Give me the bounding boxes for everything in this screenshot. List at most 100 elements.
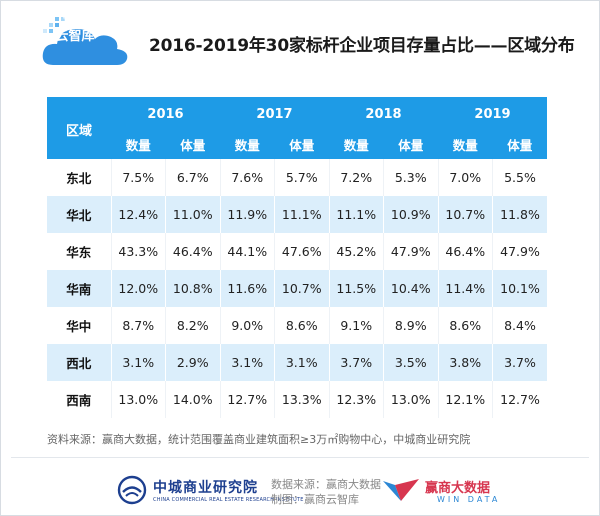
volume-share-cell: 5.5% (492, 159, 547, 196)
count-share-cell: 10.7% (437, 196, 493, 233)
metric-count-header: 数量 (111, 129, 166, 159)
volume-share-cell: 3.1% (274, 344, 329, 381)
source-note: 资料来源：赢商大数据，统计范围覆盖商业建筑面积≥3万㎡购物中心，中城商业研究院 (47, 433, 471, 446)
win-data-subtitle: WIN DATA (437, 495, 501, 504)
table-row: 华南 12.0% 10.8% 11.6% 10.7% 11.5% 10.4% 11.4% 10.… (47, 270, 547, 307)
count-share-cell: 12.4% (110, 196, 166, 233)
volume-share-cell: 46.4% (165, 233, 220, 270)
credit-chart-maker: 制图：赢商云智库 (271, 493, 359, 506)
footer-divider (11, 457, 589, 458)
region-cell: 华中 (66, 319, 92, 334)
logo-line2: 云智库 (55, 29, 95, 44)
logo-text: 赢商 云智库 (45, 16, 105, 44)
volume-share-cell: 8.6% (274, 307, 329, 344)
region-header: 区域 (47, 97, 111, 159)
volume-share-cell: 12.7% (492, 381, 547, 418)
count-share-cell: 45.2% (328, 233, 384, 270)
count-share-cell: 11.1% (328, 196, 384, 233)
count-share-cell: 11.5% (328, 270, 384, 307)
table-row: 华东 43.3% 46.4% 44.1% 47.6% 45.2% 47.9% 46.4% 47.… (47, 233, 547, 270)
region-share-table: 区域 2016 2017 2018 2019 数量 体量 数量 体量 数量 体量… (47, 97, 547, 418)
institute-subtitle: CHINA COMMERCIAL REAL ESTATE RESEARCH IN… (153, 497, 304, 503)
volume-share-cell: 13.0% (383, 381, 438, 418)
footer-credit: 数据来源：赢商大数据 制图：赢商云智库 (271, 477, 381, 507)
count-share-cell: 7.6% (219, 159, 275, 196)
volume-share-cell: 8.2% (165, 307, 220, 344)
volume-share-cell: 10.8% (165, 270, 220, 307)
metric-volume-header: 体量 (383, 129, 438, 159)
volume-share-cell: 11.8% (492, 196, 547, 233)
volume-share-cell: 3.7% (492, 344, 547, 381)
win-data-name: 赢商大数据 (425, 481, 491, 496)
metric-volume-header: 体量 (492, 129, 547, 159)
year-header-2017: 2017 (220, 97, 329, 129)
volume-share-cell: 8.4% (492, 307, 547, 344)
logo-line1: 赢商 (62, 16, 87, 30)
region-cell: 华南 (66, 282, 92, 297)
institute-emblem-icon (117, 475, 147, 505)
region-cell: 华东 (66, 245, 92, 260)
count-share-cell: 12.0% (110, 270, 166, 307)
volume-share-cell: 14.0% (165, 381, 220, 418)
credit-data-source: 数据来源：赢商大数据 (271, 478, 381, 491)
volume-share-cell: 6.7% (165, 159, 220, 196)
table-row: 华北 12.4% 11.0% 11.9% 11.1% 11.1% 10.9% 10.7% 11.… (47, 196, 547, 233)
region-cell: 西南 (66, 393, 92, 408)
volume-share-cell: 2.9% (165, 344, 220, 381)
count-share-cell: 11.4% (437, 270, 493, 307)
count-share-cell: 44.1% (219, 233, 275, 270)
year-header-row: 区域 2016 2017 2018 2019 (47, 97, 547, 159)
count-share-cell: 8.7% (110, 307, 166, 344)
region-cell: 华北 (66, 208, 92, 223)
year-header-2019: 2019 (438, 97, 547, 129)
metric-count-header: 数量 (220, 129, 275, 159)
volume-share-cell: 10.4% (383, 270, 438, 307)
metric-volume-header: 体量 (165, 129, 220, 159)
count-share-cell: 3.7% (328, 344, 384, 381)
count-share-cell: 7.5% (110, 159, 166, 196)
count-share-cell: 7.2% (328, 159, 384, 196)
table-row: 西南 13.0% 14.0% 12.7% 13.3% 12.3% 13.0% 12.1% 12.… (47, 381, 547, 418)
count-share-cell: 12.7% (219, 381, 275, 418)
count-share-cell: 8.6% (437, 307, 493, 344)
count-share-cell: 13.0% (110, 381, 166, 418)
volume-share-cell: 5.7% (274, 159, 329, 196)
table-row: 华中 8.7% 8.2% 9.0% 8.6% 9.1% 8.9% 8.6% 8.4% (47, 307, 547, 344)
metric-count-header: 数量 (329, 129, 384, 159)
count-share-cell: 11.9% (219, 196, 275, 233)
count-share-cell: 7.0% (437, 159, 493, 196)
volume-share-cell: 10.1% (492, 270, 547, 307)
metric-count-header: 数量 (438, 129, 493, 159)
volume-share-cell: 10.9% (383, 196, 438, 233)
volume-share-cell: 47.6% (274, 233, 329, 270)
page-title: 2016-2019年30家标杆企业项目存量占比——区域分布 (149, 36, 575, 56)
count-share-cell: 11.6% (219, 270, 275, 307)
volume-share-cell: 11.1% (274, 196, 329, 233)
metric-header-row: 数量 体量 数量 体量 数量 体量 数量 体量 (47, 129, 547, 159)
institute-name: 中城商业研究院 (153, 480, 258, 496)
table-body: 东北 7.5% 6.7% 7.6% 5.7% 7.2% 5.3% 7.0% 5.5% 华北 12.4… (47, 159, 547, 418)
volume-share-cell: 10.7% (274, 270, 329, 307)
count-share-cell: 9.1% (328, 307, 384, 344)
region-cell: 西北 (66, 356, 92, 371)
win-data-logo-icon (383, 479, 419, 501)
metric-volume-header: 体量 (274, 129, 329, 159)
volume-share-cell: 13.3% (274, 381, 329, 418)
year-header-2016: 2016 (111, 97, 220, 129)
volume-share-cell: 5.3% (383, 159, 438, 196)
year-header-2018: 2018 (329, 97, 438, 129)
count-share-cell: 12.1% (437, 381, 493, 418)
volume-share-cell: 8.9% (383, 307, 438, 344)
volume-share-cell: 11.0% (165, 196, 220, 233)
volume-share-cell: 47.9% (492, 233, 547, 270)
count-share-cell: 3.8% (437, 344, 493, 381)
count-share-cell: 9.0% (219, 307, 275, 344)
count-share-cell: 46.4% (437, 233, 493, 270)
count-share-cell: 43.3% (110, 233, 166, 270)
yingshang-cloud-logo (42, 17, 128, 65)
count-share-cell: 12.3% (328, 381, 384, 418)
count-share-cell: 3.1% (110, 344, 166, 381)
table-row: 西北 3.1% 2.9% 3.1% 3.1% 3.7% 3.5% 3.8% 3.7% (47, 344, 547, 381)
count-share-cell: 3.1% (219, 344, 275, 381)
